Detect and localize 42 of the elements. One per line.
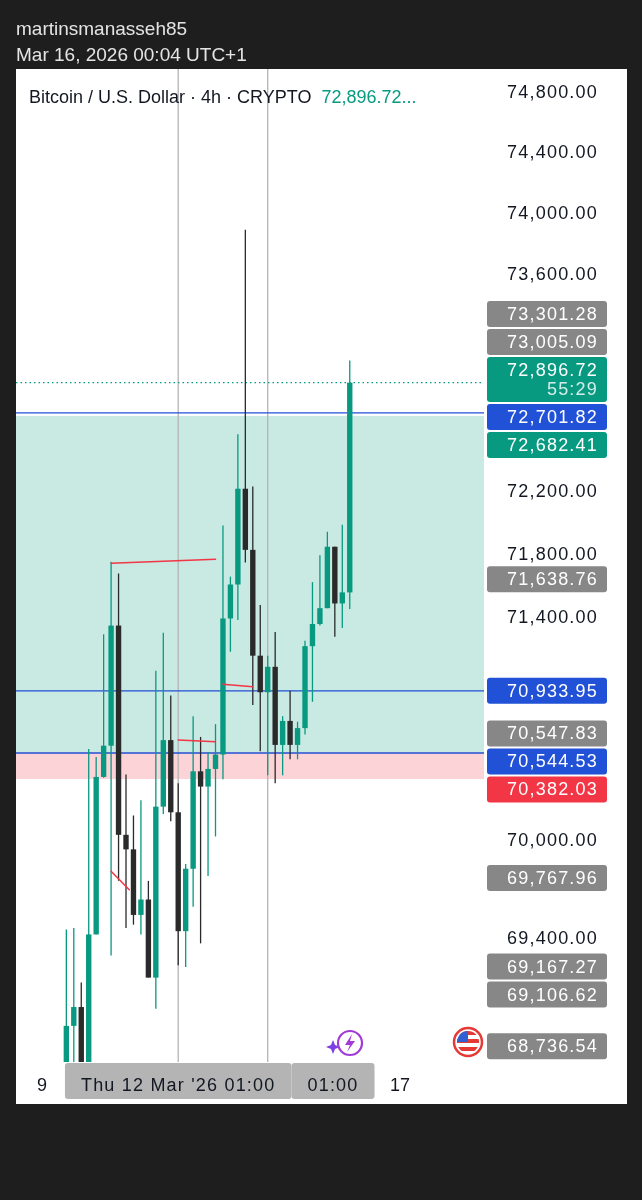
annotation: 72,896.72...	[321, 87, 417, 107]
chart-subtitle: martinsmanasseh85 Mar 16, 2026 00:04 UTC+1	[16, 17, 247, 65]
candlestick	[123, 773, 129, 929]
y-tick-label: 69,400.00	[507, 927, 598, 948]
ref-line-label: 70,544.53	[507, 751, 598, 772]
text: 69,167.27	[507, 956, 598, 977]
y-tick-label: 71,400.00	[507, 606, 598, 627]
text: 70,547.83	[507, 723, 598, 744]
candlestick	[212, 723, 219, 838]
y-tick-label: 73,600.00	[507, 264, 598, 285]
text: 71,638.76	[507, 569, 598, 590]
band-label: 70,382.03	[507, 779, 598, 800]
y-tick-label: 74,400.00	[507, 142, 598, 163]
ref-line-label: 01:00	[307, 1075, 359, 1095]
candlestick	[197, 736, 204, 945]
y-tick-label: 74,000.00	[507, 203, 598, 224]
y-tick-label: 71,800.00	[507, 543, 598, 564]
candlestick	[287, 690, 293, 760]
y-tick-label: 72,200.00	[507, 481, 598, 502]
x-tick-label: 17	[390, 1075, 411, 1095]
text: 69,767.96	[507, 867, 598, 888]
text: 68,736.54	[507, 1036, 598, 1057]
text: 69,106.62	[507, 984, 598, 1005]
ref-line-label: 72,896.72 55:29	[507, 359, 598, 399]
ref-line-label: 70,933.95	[507, 680, 598, 701]
text: Bitcoin / U.S. Dollar · 4h · CRYPTO	[29, 87, 312, 107]
candlestick	[317, 554, 323, 627]
candlestick	[279, 715, 286, 776]
ref-line-label: Thu 12 Mar '26 01:00	[80, 1075, 276, 1095]
candlestick	[138, 799, 144, 936]
y-tick-label: 74,800.00	[507, 81, 598, 102]
candlestick	[309, 581, 316, 703]
candlestick	[71, 927, 77, 1062]
candlestick	[294, 721, 301, 760]
candlestick	[339, 524, 345, 629]
text: 73,301.28	[507, 303, 598, 324]
y-tick-label: 70,000.00	[507, 830, 598, 851]
ref-line-label: 72,701.82	[507, 406, 598, 427]
text: 73,005.09	[507, 331, 598, 352]
x-tick-label: 9	[37, 1075, 48, 1095]
band-label: 72,682.41	[507, 434, 598, 455]
candlestick	[205, 751, 211, 877]
